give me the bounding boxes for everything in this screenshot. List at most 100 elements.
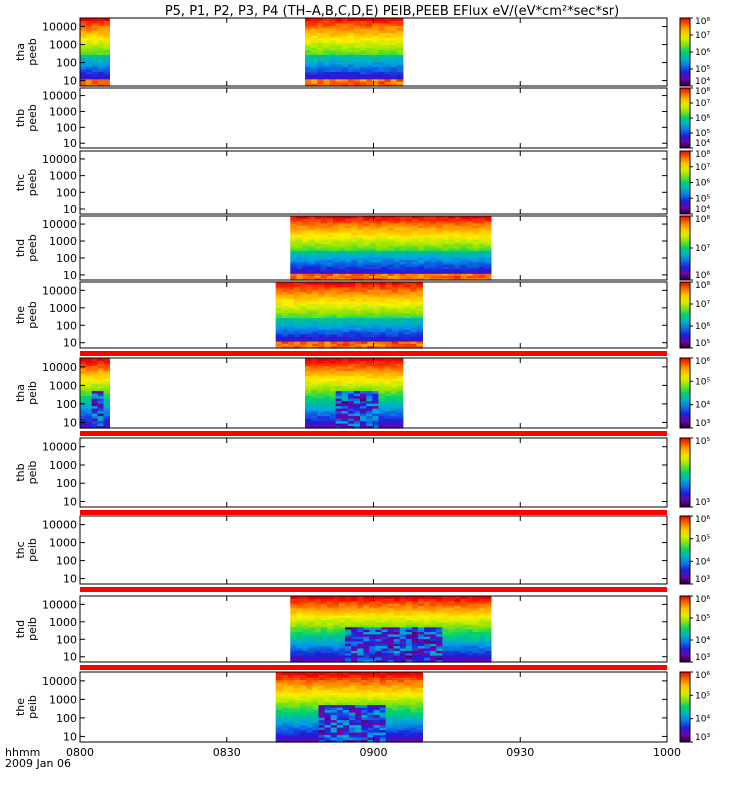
- spectrogram-cell: [410, 727, 417, 731]
- spectrogram-cell: [306, 689, 313, 693]
- spectrogram-cell: [390, 27, 398, 31]
- spectrogram-cell: [478, 605, 486, 609]
- spectrogram-cell: [430, 248, 437, 251]
- spectrogram-cell: [97, 380, 105, 384]
- spectrogram-cell: [424, 640, 431, 644]
- spectrogram-cell: [320, 273, 328, 276]
- spectrogram-cell: [330, 729, 338, 733]
- spectrogram-cell: [318, 734, 326, 738]
- spectrogram-cell: [302, 259, 310, 263]
- spectrogram-cell: [324, 714, 332, 718]
- spectrogram-cell: [393, 614, 401, 618]
- spectrogram-cell: [351, 254, 358, 258]
- spectrogram-cell: [357, 238, 364, 242]
- spectrogram-cell: [305, 383, 312, 387]
- spectrogram-cell: [393, 596, 401, 599]
- spectrogram-cell: [345, 640, 352, 644]
- spectrogram-cell: [275, 712, 283, 716]
- y-tick-label: 1000: [49, 459, 77, 472]
- spectrogram-cell: [404, 345, 411, 349]
- spectrogram-cell: [302, 275, 310, 279]
- spectrogram-cell: [410, 340, 417, 344]
- spectrogram-cell: [373, 692, 381, 696]
- spectrogram-cell: [300, 293, 307, 297]
- spectrogram-cell: [97, 83, 105, 87]
- spectrogram-cell: [418, 238, 425, 242]
- spectrogram-cell: [378, 64, 386, 68]
- spectrogram-cell: [484, 607, 492, 611]
- spectrogram-cell: [424, 245, 431, 249]
- spectrogram-cell: [398, 289, 405, 293]
- spectrogram-cell: [387, 654, 395, 658]
- spectrogram-cell: [80, 42, 87, 46]
- spectrogram-cell: [375, 624, 383, 628]
- spectrogram-cell: [290, 659, 297, 663]
- spectrogram-cell: [335, 383, 343, 387]
- spectrogram-cell: [384, 368, 392, 372]
- spectrogram-cell: [416, 732, 423, 736]
- spectrogram-cell: [367, 300, 375, 304]
- spectrogram-cell: [290, 227, 297, 231]
- spectrogram-cell: [404, 305, 411, 309]
- spectrogram-cell: [341, 390, 349, 394]
- spectrogram-cell: [314, 652, 322, 656]
- spectrogram-cell: [460, 216, 468, 219]
- spectrogram-cell: [387, 261, 395, 265]
- spectrogram-cell: [294, 284, 301, 288]
- spectrogram-cell: [314, 643, 322, 647]
- spectrogram-cell: [317, 69, 324, 72]
- spectrogram-cell: [336, 704, 344, 708]
- spectrogram-cell: [361, 340, 368, 344]
- spectrogram-cell: [349, 282, 356, 285]
- spectrogram-cell: [320, 277, 328, 281]
- spectrogram-cell: [405, 657, 413, 661]
- spectrogram-cell: [436, 259, 443, 263]
- spectrogram-cell: [442, 218, 449, 222]
- spectrogram-cell: [332, 598, 340, 602]
- spectrogram-cell: [80, 358, 87, 362]
- spectrogram-cell: [335, 410, 343, 414]
- spectrogram-cell: [281, 717, 289, 721]
- spectrogram-cell: [404, 289, 411, 293]
- spectrogram-cell: [320, 650, 328, 654]
- spectrogram-cell: [384, 44, 392, 48]
- spectrogram-cell: [385, 291, 393, 295]
- spectrogram-cell: [385, 331, 393, 335]
- spectrogram-cell: [393, 607, 401, 611]
- spectrogram-cell: [97, 56, 105, 60]
- y-tick-label: 100: [56, 633, 77, 646]
- spectrogram-cell: [381, 238, 389, 242]
- spectrogram-cell: [472, 248, 480, 251]
- spectrogram-cell: [317, 360, 324, 364]
- spectrogram-cell: [103, 44, 110, 48]
- spectrogram-cell: [378, 81, 386, 85]
- spectrogram-cell: [339, 238, 346, 242]
- spectrogram-cell: [332, 243, 340, 247]
- spectrogram-cell: [323, 368, 331, 372]
- spectrogram-cell: [430, 243, 437, 247]
- spectrogram-cell: [351, 600, 358, 604]
- spectrogram-cell: [314, 636, 322, 640]
- spectrogram-cell: [339, 277, 346, 281]
- spectrogram-cell: [347, 59, 355, 63]
- spectrogram-cell: [399, 257, 407, 260]
- spectrogram-cell: [97, 61, 105, 65]
- spectrogram-cell: [448, 598, 456, 602]
- spectrogram-cell: [424, 220, 431, 224]
- spectrogram-cell: [466, 652, 474, 656]
- spectrogram-cell: [311, 365, 318, 369]
- spectrogram-cell: [460, 243, 468, 247]
- spectrogram-cell: [335, 385, 343, 389]
- spectrogram-cell: [478, 640, 486, 644]
- spectrogram-cell: [430, 621, 437, 625]
- spectrogram-cell: [351, 273, 358, 276]
- spectrogram-cell: [281, 674, 289, 678]
- spectrogram-cell: [355, 729, 362, 733]
- spectrogram-cell: [302, 626, 310, 630]
- spectrogram-cell: [454, 270, 462, 274]
- spectrogram-cell: [317, 390, 324, 394]
- spectrogram-cell: [345, 266, 352, 270]
- spectrogram-cell: [302, 629, 310, 632]
- spectrogram-cell: [91, 47, 99, 51]
- spectrogram-cell: [363, 607, 370, 611]
